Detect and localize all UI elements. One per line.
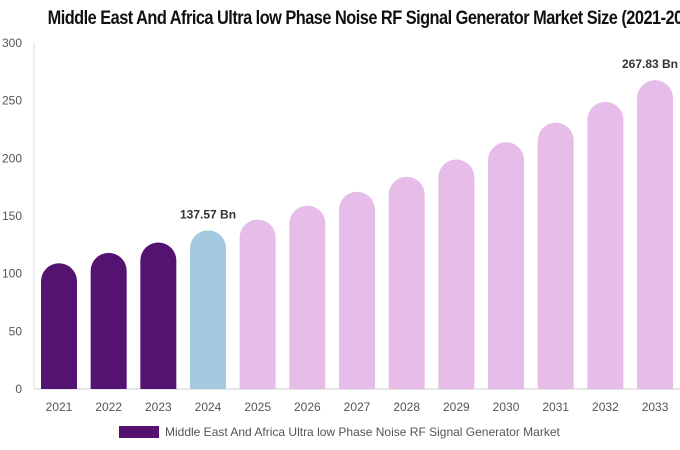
chart-title: Middle East And Africa Ultra low Phase N… <box>47 8 680 29</box>
x-tick-label: 2031 <box>542 400 569 414</box>
y-tick-label: 200 <box>2 151 22 165</box>
x-tick-label: 2028 <box>393 400 420 414</box>
x-tick-label: 2029 <box>443 400 470 414</box>
bar-2026 <box>289 205 326 389</box>
y-tick-label: 300 <box>2 36 22 50</box>
bar-2031 <box>537 122 574 389</box>
y-tick-label: 250 <box>2 94 22 108</box>
x-tick-label: 2033 <box>642 400 669 414</box>
legend: Middle East And Africa Ultra low Phase N… <box>119 425 560 439</box>
x-tick-label: 2024 <box>195 400 222 414</box>
y-tick-label: 50 <box>9 324 23 338</box>
data-label: 137.57 Bn <box>180 207 236 221</box>
x-tick-label: 2027 <box>344 400 371 414</box>
bar-2021 <box>41 263 77 389</box>
x-tick-label: 2021 <box>46 400 73 414</box>
x-tick-label: 2022 <box>95 400 122 414</box>
legend-swatch <box>119 426 159 438</box>
bar-2022 <box>90 252 127 389</box>
x-tick-label: 2030 <box>493 400 520 414</box>
legend-label: Middle East And Africa Ultra low Phase N… <box>165 425 560 439</box>
bar-2023 <box>140 242 177 389</box>
bar-2030 <box>488 142 525 389</box>
y-tick-label: 0 <box>15 382 22 396</box>
bar-2025 <box>239 219 276 389</box>
bar-2033 <box>637 80 674 390</box>
bar-2027 <box>339 191 376 389</box>
y-tick-label: 150 <box>2 209 22 223</box>
bar-2024 <box>190 230 227 389</box>
x-tick-label: 2026 <box>294 400 321 414</box>
bar-2032 <box>587 101 624 389</box>
x-tick-label: 2032 <box>592 400 619 414</box>
x-tick-label: 2025 <box>244 400 271 414</box>
y-tick-label: 100 <box>2 267 22 281</box>
bar-2028 <box>388 176 425 389</box>
x-tick-label: 2023 <box>145 400 172 414</box>
bar-2029 <box>438 159 475 389</box>
data-label: 267.83 Bn <box>622 57 678 71</box>
